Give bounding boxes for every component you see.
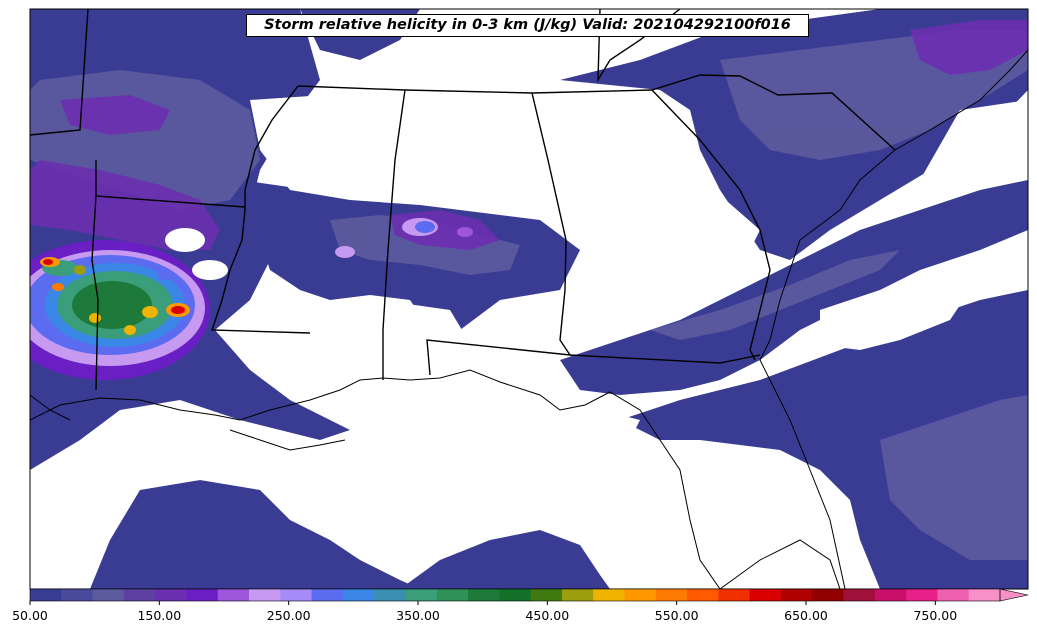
colorbar-swatch bbox=[624, 589, 657, 601]
colorbar-tick-label: 450.00 bbox=[525, 608, 570, 623]
colorbar bbox=[29, 588, 1029, 605]
colorbar-tick-label: 350.00 bbox=[396, 608, 440, 623]
colorbar-swatch bbox=[655, 589, 688, 601]
colorbar-extend-arrow bbox=[999, 588, 1029, 602]
colorbar-swatch bbox=[843, 589, 876, 601]
colorbar-tick-label: 750.00 bbox=[913, 608, 958, 623]
colorbar-swatch bbox=[812, 589, 845, 601]
colorbar-swatch bbox=[718, 589, 751, 601]
colorbar-swatch bbox=[92, 589, 125, 601]
colorbar-swatch bbox=[968, 589, 1001, 601]
colorbar-swatch bbox=[155, 589, 187, 601]
map-title: Storm relative helicity in 0-3 km (J/kg)… bbox=[246, 14, 809, 37]
colorbar-swatch bbox=[374, 589, 406, 601]
colorbar-swatch bbox=[593, 589, 626, 601]
colorbar-swatch bbox=[499, 589, 532, 601]
helicity-gaps bbox=[30, 90, 1028, 589]
colorbar-swatch bbox=[217, 589, 250, 601]
colorbar-swatch bbox=[780, 589, 813, 601]
colorbar-tick-label: 550.00 bbox=[654, 608, 699, 623]
colorbar-swatch bbox=[249, 589, 281, 601]
colorbar-swatch bbox=[311, 589, 344, 601]
colorbar-swatch bbox=[749, 589, 782, 601]
colorbar-swatch bbox=[30, 589, 62, 601]
colorbar-tick-label: 150.00 bbox=[137, 608, 182, 623]
colorbar-swatch bbox=[530, 589, 563, 601]
colorbar-tick-label: 50.00 bbox=[12, 608, 48, 623]
colorbar-tick-label: 650.00 bbox=[784, 608, 828, 623]
colorbar-swatch bbox=[123, 589, 156, 601]
colorbar-swatch bbox=[342, 589, 375, 601]
colorbar-swatch bbox=[874, 589, 907, 601]
coastlines bbox=[30, 49, 1028, 589]
colorbar-swatch bbox=[61, 589, 94, 601]
colorbar-swatch bbox=[405, 589, 438, 601]
colorbar-swatch bbox=[186, 589, 219, 601]
colorbar-swatch bbox=[436, 589, 469, 601]
colorbar-tick-label: 250.00 bbox=[266, 608, 311, 623]
colorbar-swatch bbox=[937, 589, 970, 601]
colorbar-swatch bbox=[280, 589, 313, 601]
storm-cluster bbox=[30, 218, 473, 380]
colorbar-border bbox=[29, 588, 1001, 602]
colorbar-swatch bbox=[906, 589, 938, 601]
colorbar-swatch bbox=[468, 589, 500, 601]
state-borders bbox=[30, 9, 896, 391]
colorbar-swatch bbox=[687, 589, 719, 601]
colorbar-swatch bbox=[561, 589, 594, 601]
